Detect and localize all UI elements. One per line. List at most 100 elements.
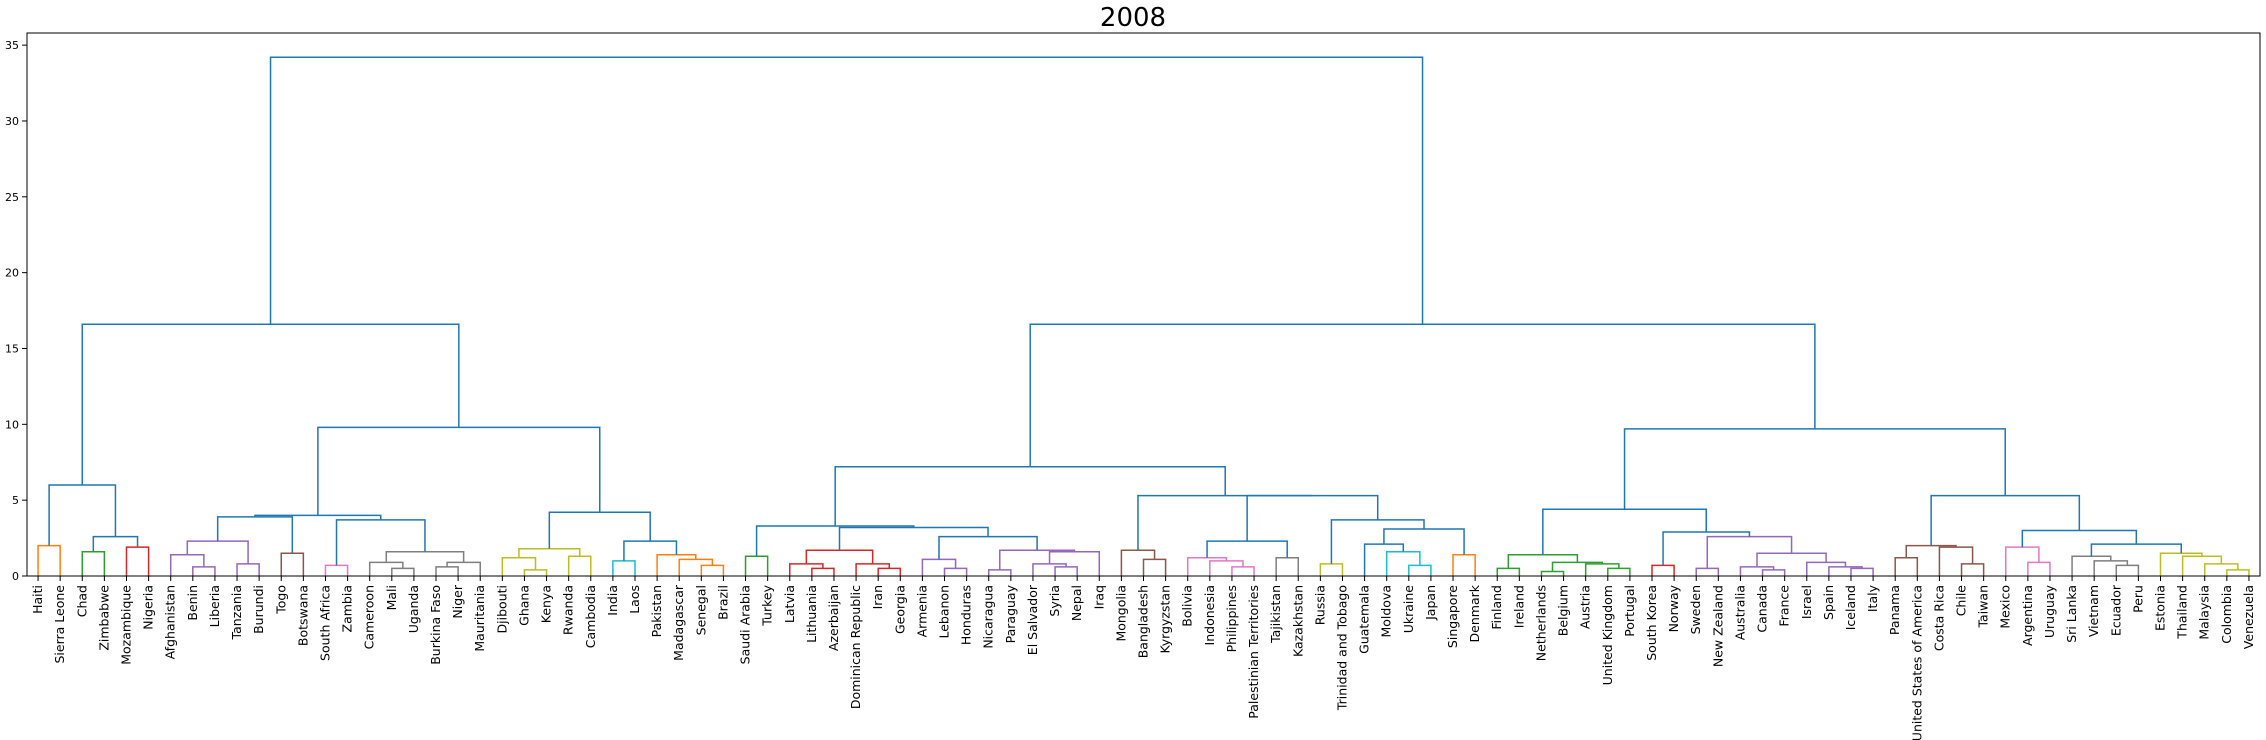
- dendrogram-link: [943, 567, 968, 576]
- x-tick-label: Niger: [450, 584, 465, 618]
- x-tick-label: Ireland: [1511, 585, 1526, 628]
- dendrogram-link: [805, 549, 874, 564]
- x-tick-label: Guatemala: [1357, 585, 1372, 654]
- dendrogram-link: [186, 540, 249, 564]
- dendrogram-link: [1275, 557, 1300, 576]
- dendrogram-link: [938, 535, 1038, 560]
- x-tick-label: Madagascar: [671, 584, 686, 661]
- dendrogram-link: [317, 426, 601, 516]
- x-tick-label: Kazakhstan: [1290, 585, 1305, 657]
- dendrogram-link: [391, 567, 415, 576]
- x-tick-label: New Zealand: [1710, 585, 1725, 667]
- y-tick-label: 25: [5, 191, 19, 204]
- x-tick-label: Mali: [384, 585, 399, 610]
- dendrogram-link: [1209, 560, 1244, 576]
- dendrogram-link: [656, 554, 697, 576]
- x-tick-label: Zambia: [340, 585, 355, 632]
- x-tick-label: Ecuador: [2108, 584, 2123, 636]
- dendrogram-link: [1930, 494, 2081, 546]
- dendrogram-link: [1363, 543, 1405, 576]
- dendrogram-link: [216, 516, 294, 554]
- x-tick-label: South Africa: [317, 585, 332, 661]
- dendrogram-link: [2203, 563, 2239, 576]
- dendrogram-link: [1120, 549, 1156, 576]
- x-tick-label: Peru: [2130, 585, 2145, 613]
- x-tick-label: Senegal: [693, 585, 708, 635]
- dendrogram-link: [1905, 544, 1957, 558]
- dendrogram-link: [280, 552, 305, 576]
- dendrogram-link: [1029, 323, 1816, 467]
- y-tick-label: 10: [5, 418, 19, 431]
- chart-title: 2008: [1100, 3, 1166, 33]
- y-tick-label: 20: [5, 267, 19, 280]
- x-tick-label: Liberia: [207, 585, 222, 627]
- dendrogram-link: [1330, 519, 1425, 564]
- x-tick-label: Haiti: [30, 585, 45, 614]
- x-tick-label: Iceland: [1843, 585, 1858, 630]
- x-tick-label: Sweden: [1688, 585, 1703, 634]
- x-tick-label: Tajikistan: [1268, 585, 1283, 644]
- dendrogram-link: [1186, 557, 1228, 576]
- dendrogram-link: [1032, 563, 1067, 576]
- dendrogram-link: [1584, 563, 1620, 576]
- dendrogram-link: [254, 514, 382, 520]
- dendrogram-link: [755, 525, 915, 557]
- x-tick-label: India: [605, 585, 620, 616]
- dendrogram-link: [838, 526, 989, 551]
- x-tick-label: Brazil: [715, 585, 730, 620]
- dendrogram-link: [269, 56, 1424, 325]
- x-tick-label: Trinidad and Tobago: [1334, 585, 1349, 711]
- dendrogram-link: [1054, 566, 1078, 576]
- x-tick-label: Netherlands: [1533, 585, 1548, 661]
- dendrogram-link: [1231, 566, 1255, 576]
- x-tick-label: Uruguay: [2042, 584, 2057, 638]
- dendrogram-link: [789, 563, 824, 576]
- x-tick-label: Ukraine: [1401, 585, 1416, 634]
- x-tick-label: Togo: [273, 585, 288, 615]
- x-tick-label: France: [1777, 585, 1792, 627]
- dendrogram-link: [2226, 569, 2250, 576]
- dendrogram-link: [335, 519, 426, 566]
- x-tick-label: El Salvador: [1025, 584, 1040, 655]
- dendrogram-link: [1408, 564, 1432, 576]
- y-tick-label: 5: [12, 494, 19, 507]
- x-tick-label: Chile: [1954, 585, 1969, 617]
- x-tick-label: Azerbaijan: [826, 585, 841, 651]
- x-tick-label: Syria: [1047, 585, 1062, 617]
- x-tick-label: Saudi Arabia: [738, 585, 753, 664]
- x-tick-label: Uganda: [406, 585, 421, 633]
- dendrogram-link: [1623, 428, 2006, 510]
- dendrogram-link: [1739, 566, 1775, 576]
- dendrogram-link: [2159, 552, 2203, 576]
- x-tick-label: Austria: [1578, 585, 1593, 629]
- dendrogram-link: [744, 555, 769, 576]
- x-tick-label: Philippines: [1224, 585, 1239, 652]
- x-tick-label: Iraq: [1091, 585, 1106, 609]
- dendrogram-link: [1706, 535, 1793, 569]
- y-tick-label: 15: [5, 342, 19, 355]
- dendrogram-links: [37, 56, 2250, 576]
- x-tick-label: Portugal: [1622, 585, 1637, 637]
- x-tick-label: Russia: [1312, 585, 1327, 625]
- x-tick-label: Thailand: [2175, 585, 2190, 640]
- x-tick-label: Ghana: [516, 585, 531, 626]
- x-tick-label: Bangladesh: [1136, 585, 1151, 658]
- x-tick-label: Latvia: [782, 585, 797, 623]
- dendrogram-link: [125, 546, 150, 576]
- x-tick-label: Taiwan: [1976, 585, 1991, 629]
- x-tick-label: Estonia: [2153, 585, 2168, 631]
- x-tick-label: Honduras: [959, 585, 974, 645]
- dendrogram-link: [37, 544, 61, 576]
- dendrogram-link: [1651, 564, 1675, 576]
- dendrogram-link: [921, 558, 957, 576]
- x-tick-label: Georgia: [892, 585, 907, 634]
- dendrogram-link: [1383, 528, 1465, 555]
- dendrogram-link: [523, 569, 548, 576]
- dendrogram-link: [1542, 508, 1707, 555]
- dendrogram-link: [2115, 564, 2140, 576]
- x-tick-label: Israel: [1799, 585, 1814, 619]
- dendrogram-link: [81, 550, 106, 576]
- dendrogram-link: [1806, 561, 1847, 576]
- x-tick-label: Nicaragua: [981, 585, 996, 649]
